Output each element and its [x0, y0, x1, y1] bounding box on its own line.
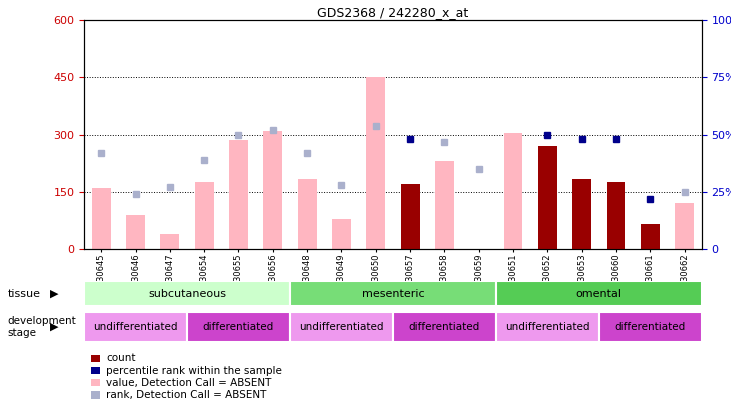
Bar: [92, 188, 110, 249]
Bar: [263, 131, 282, 249]
Text: tissue: tissue: [7, 289, 40, 298]
Text: mesenteric: mesenteric: [362, 289, 424, 298]
Bar: [496, 281, 702, 306]
Bar: [126, 215, 145, 249]
Bar: [84, 281, 290, 306]
Text: undifferentiated: undifferentiated: [505, 322, 590, 332]
Bar: [675, 203, 694, 249]
Bar: [160, 234, 179, 249]
Bar: [538, 146, 557, 249]
Text: rank, Detection Call = ABSENT: rank, Detection Call = ABSENT: [106, 390, 266, 400]
Bar: [194, 182, 213, 249]
Text: ▶: ▶: [50, 289, 58, 298]
Bar: [401, 184, 420, 249]
Bar: [290, 281, 496, 306]
Bar: [572, 179, 591, 249]
Bar: [435, 161, 454, 249]
Title: GDS2368 / 242280_x_at: GDS2368 / 242280_x_at: [317, 6, 469, 19]
Bar: [332, 219, 351, 249]
Bar: [366, 77, 385, 249]
Bar: [504, 133, 523, 249]
Text: percentile rank within the sample: percentile rank within the sample: [106, 366, 282, 375]
Text: development
stage: development stage: [7, 316, 76, 338]
Bar: [84, 312, 187, 342]
Text: undifferentiated: undifferentiated: [94, 322, 178, 332]
Bar: [187, 312, 290, 342]
Bar: [298, 179, 317, 249]
Bar: [641, 224, 659, 249]
Bar: [607, 182, 626, 249]
Bar: [290, 312, 393, 342]
Text: differentiated: differentiated: [409, 322, 480, 332]
Bar: [496, 312, 599, 342]
Text: value, Detection Call = ABSENT: value, Detection Call = ABSENT: [106, 378, 271, 388]
Text: count: count: [106, 354, 135, 363]
Text: differentiated: differentiated: [615, 322, 686, 332]
Bar: [599, 312, 702, 342]
Text: undifferentiated: undifferentiated: [299, 322, 384, 332]
Text: subcutaneous: subcutaneous: [148, 289, 226, 298]
Text: ▶: ▶: [50, 322, 58, 332]
Bar: [229, 141, 248, 249]
Text: differentiated: differentiated: [203, 322, 274, 332]
Text: omental: omental: [576, 289, 622, 298]
Bar: [393, 312, 496, 342]
